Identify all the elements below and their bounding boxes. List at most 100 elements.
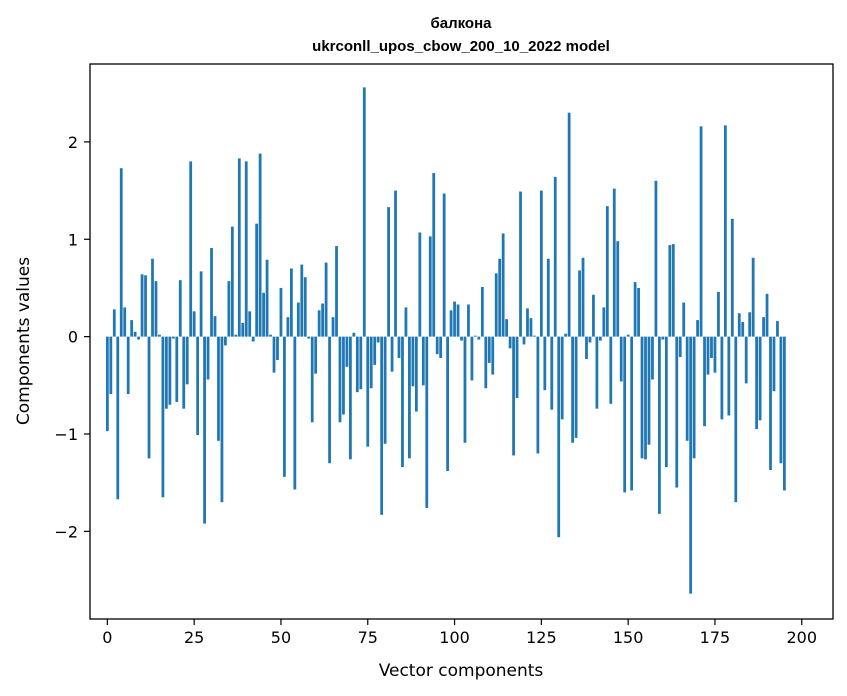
bar xyxy=(373,336,377,365)
chart-title: балкона xyxy=(430,15,492,32)
bar xyxy=(130,320,134,337)
bars-group xyxy=(105,87,786,594)
bar xyxy=(289,268,293,337)
bar xyxy=(730,218,734,337)
bar xyxy=(383,336,387,444)
x-tick-label: 125 xyxy=(526,628,557,647)
bar xyxy=(317,310,321,337)
y-axis-label: Components values xyxy=(14,257,34,425)
bar xyxy=(491,336,495,375)
bar xyxy=(421,336,425,386)
bar xyxy=(338,336,342,423)
bar xyxy=(539,190,543,337)
bar xyxy=(401,336,404,468)
bar xyxy=(480,286,484,337)
bar xyxy=(435,336,439,355)
bar xyxy=(703,336,706,427)
bar xyxy=(352,332,356,337)
bar xyxy=(456,304,460,337)
bar xyxy=(515,336,519,398)
x-tick-label: 150 xyxy=(613,628,644,647)
bar xyxy=(658,336,661,514)
bar xyxy=(154,281,158,337)
bar xyxy=(560,336,564,420)
bar xyxy=(668,245,672,337)
bar xyxy=(720,336,724,420)
bar xyxy=(581,257,585,337)
bar xyxy=(387,207,390,337)
bar xyxy=(286,317,290,337)
bar xyxy=(585,336,588,360)
bar xyxy=(140,274,144,337)
bar xyxy=(345,336,349,367)
bar xyxy=(241,323,245,337)
bar xyxy=(314,336,318,374)
bar xyxy=(467,304,470,337)
bar xyxy=(505,319,509,337)
bar xyxy=(369,336,373,389)
bar xyxy=(192,311,196,337)
bar xyxy=(546,258,550,337)
bar xyxy=(206,336,210,380)
bar xyxy=(550,336,554,410)
bar xyxy=(213,316,217,337)
bar xyxy=(783,336,786,491)
bar xyxy=(758,336,762,421)
bar xyxy=(512,336,515,456)
bar xyxy=(328,336,331,464)
bar xyxy=(623,336,627,493)
bar xyxy=(244,161,248,337)
bar xyxy=(651,336,654,380)
bar xyxy=(442,193,446,337)
x-tick-label: 50 xyxy=(271,628,291,647)
bar xyxy=(404,307,408,337)
bar xyxy=(689,336,693,594)
bar xyxy=(453,301,456,337)
bar xyxy=(477,336,481,340)
bar xyxy=(598,336,602,341)
x-tick-label: 175 xyxy=(700,628,731,647)
bar xyxy=(605,206,609,337)
bar xyxy=(699,126,703,337)
bar xyxy=(498,258,502,337)
bar xyxy=(310,336,314,423)
bar xyxy=(147,336,151,459)
bar xyxy=(602,307,606,337)
bar xyxy=(533,335,536,337)
bar xyxy=(644,336,647,460)
bar xyxy=(411,336,415,387)
x-tick-label: 100 xyxy=(439,628,470,647)
bar xyxy=(755,336,759,430)
bar xyxy=(432,173,436,337)
bar xyxy=(342,336,345,415)
bar xyxy=(133,331,137,337)
bar xyxy=(359,336,363,390)
bar xyxy=(571,336,574,443)
bar xyxy=(637,287,640,337)
bar xyxy=(397,336,401,359)
bar xyxy=(769,336,772,471)
y-tick-label: 2 xyxy=(68,133,78,152)
bar xyxy=(553,176,557,337)
bar xyxy=(230,226,234,337)
bar xyxy=(234,334,238,337)
bar xyxy=(237,158,241,337)
bar xyxy=(307,336,311,339)
bar xyxy=(592,294,595,337)
bar xyxy=(255,223,259,337)
bar xyxy=(557,336,561,538)
bar xyxy=(394,190,397,337)
bar xyxy=(470,336,474,381)
bar xyxy=(175,336,179,402)
bar xyxy=(487,336,491,363)
bar xyxy=(675,336,679,488)
bar xyxy=(588,336,592,343)
bar xyxy=(619,336,623,382)
bar xyxy=(717,291,720,337)
bar xyxy=(331,317,335,337)
bar xyxy=(616,241,620,337)
bar xyxy=(661,336,665,340)
bar xyxy=(710,336,713,359)
bar xyxy=(595,336,599,409)
